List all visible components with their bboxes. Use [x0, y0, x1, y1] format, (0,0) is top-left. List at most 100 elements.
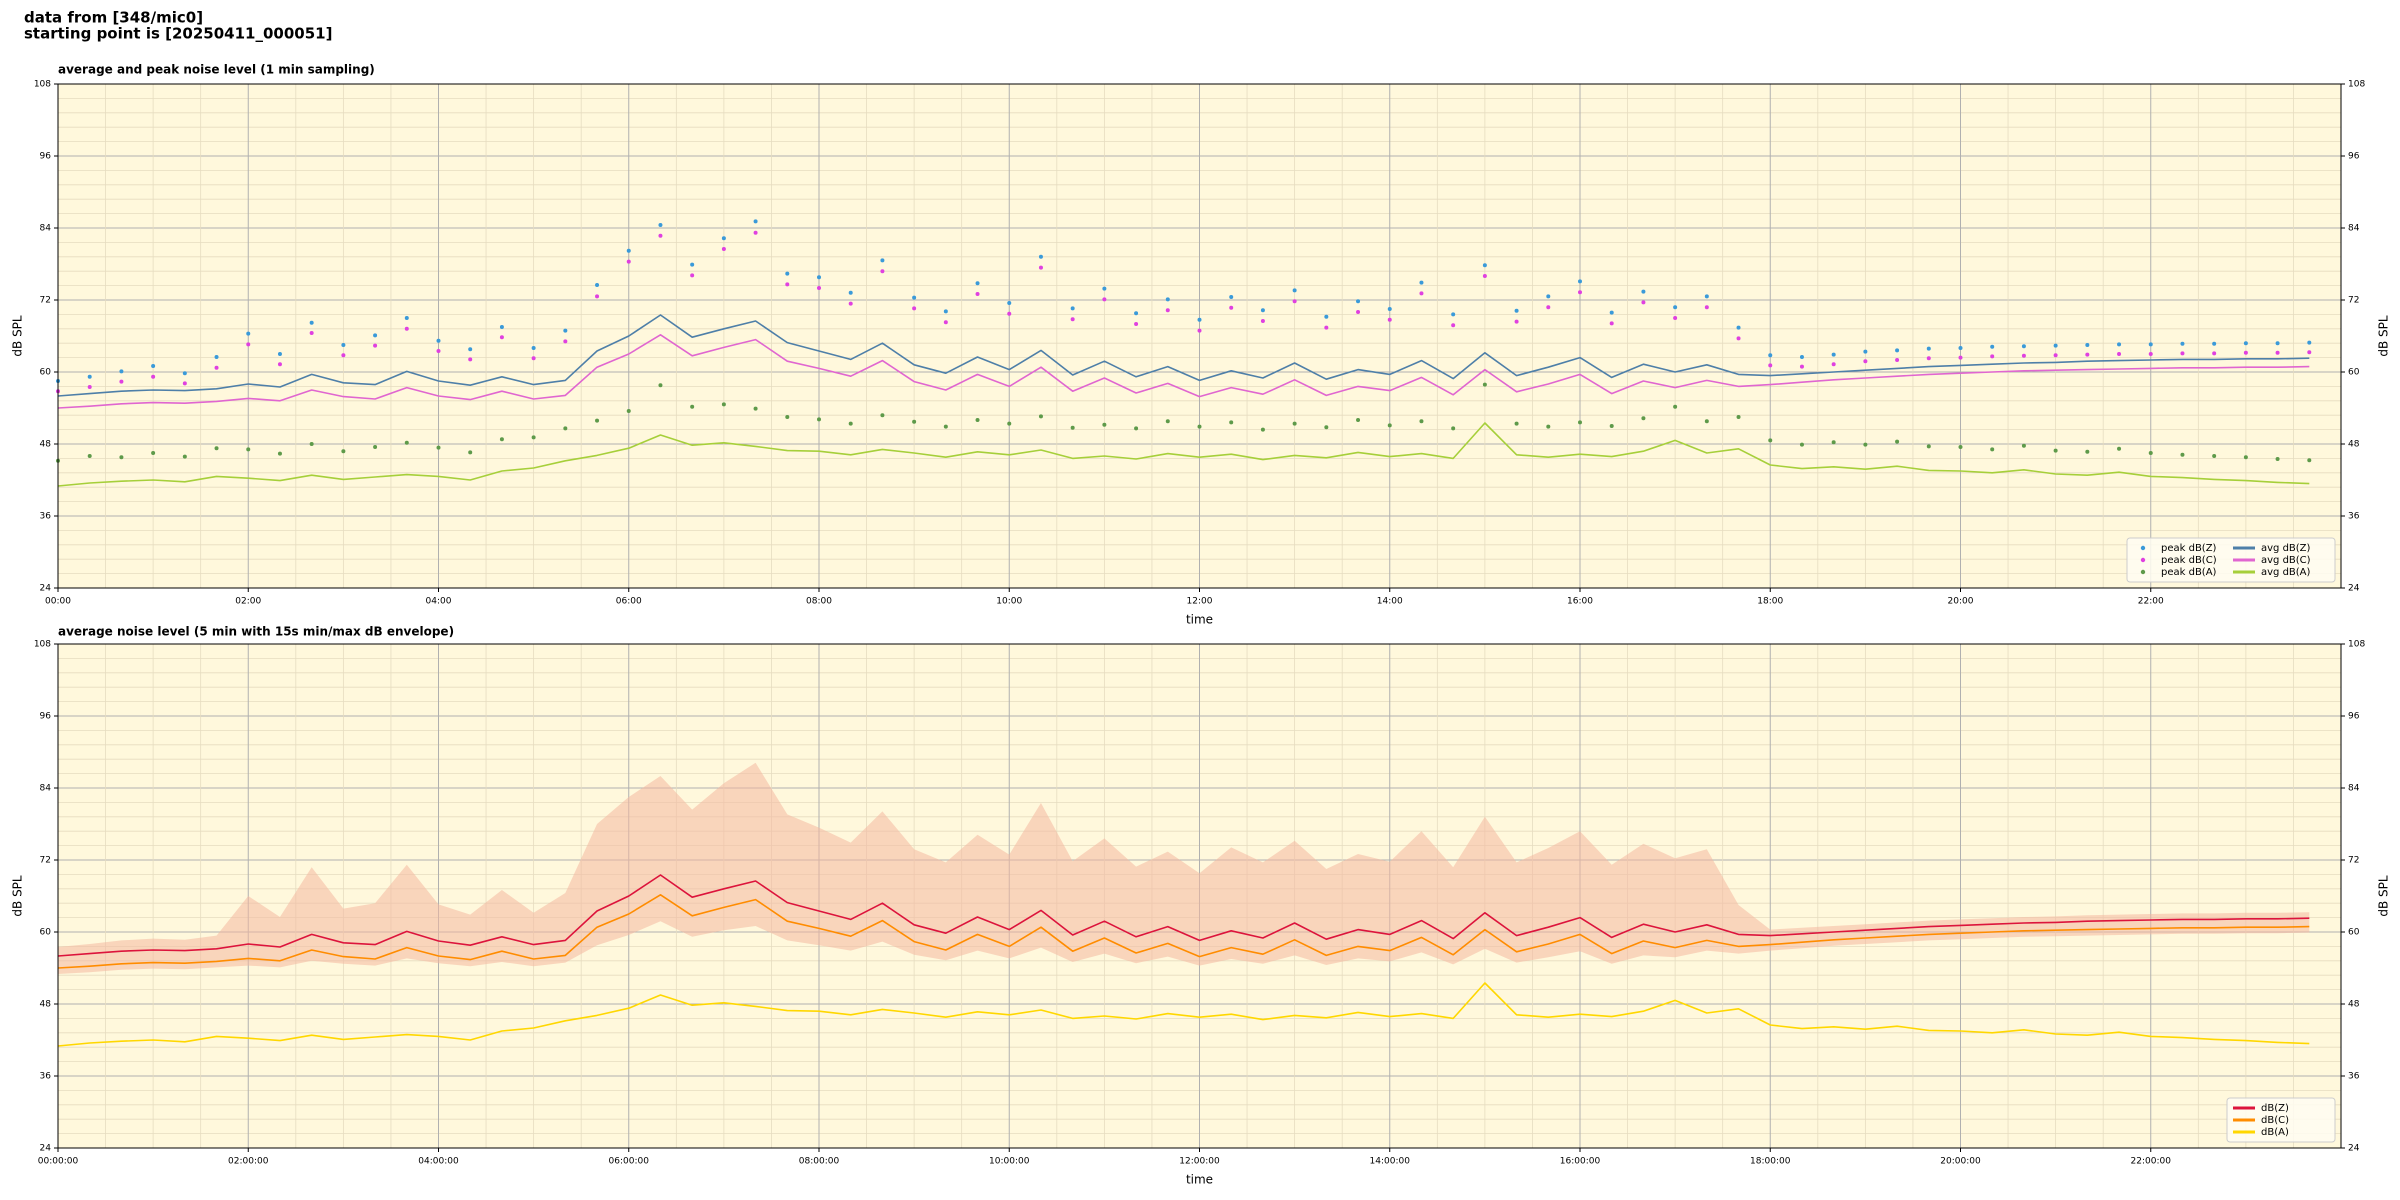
- peak-point: [1482, 274, 1487, 278]
- x-tick-label: 16:00:00: [1560, 1157, 1601, 1167]
- peak-point: [1926, 356, 1931, 361]
- peak-point: [1260, 427, 1265, 432]
- peak-point: [848, 301, 853, 306]
- y-tick-label: 108: [34, 80, 51, 90]
- y-tick-label: 60: [40, 368, 52, 378]
- peak-point: [817, 417, 821, 422]
- peak-point: [721, 247, 726, 251]
- peak-point: [1768, 363, 1773, 368]
- y2-axis-label: dB SPL: [2377, 315, 2391, 357]
- peak-point: [658, 383, 663, 388]
- peak-point: [848, 290, 853, 295]
- peak-point: [468, 357, 473, 362]
- legend-label: dB(A): [2261, 1127, 2289, 1138]
- peak-point: [214, 365, 219, 370]
- peak-point: [2243, 350, 2248, 355]
- peak-point: [1324, 325, 1329, 330]
- x-tick-label: 04:00:00: [418, 1157, 459, 1167]
- peak-point: [690, 404, 695, 409]
- peak-point: [277, 352, 282, 356]
- x-tick-label: 04:00: [426, 597, 452, 607]
- plot-frame: [57, 643, 2342, 1149]
- peak-point: [1197, 328, 1202, 333]
- peak-point: [1895, 348, 1900, 353]
- peak-point: [2212, 341, 2217, 346]
- peak-point: [1038, 254, 1043, 259]
- peak-point: [690, 273, 695, 278]
- legend-label: avg dB(Z): [2261, 543, 2311, 554]
- y-tick-label: 96: [40, 152, 52, 162]
- y2-tick-label: 60: [2348, 928, 2360, 938]
- peak-point: [1419, 291, 1424, 296]
- peak-point: [246, 342, 251, 347]
- x-tick-label: 00:00: [45, 597, 71, 607]
- peak-point: [2180, 452, 2185, 457]
- peak-point: [1070, 425, 1075, 430]
- legend-label: dB(C): [2261, 1115, 2289, 1126]
- peak-point: [1768, 438, 1773, 443]
- peak-point: [1229, 295, 1234, 299]
- peak-point: [2021, 353, 2026, 358]
- peak-point: [1958, 346, 1963, 350]
- y-tick-label: 84: [40, 224, 52, 234]
- y2-axis-label: dB SPL: [2377, 875, 2391, 917]
- peak-point: [1673, 316, 1678, 320]
- peak-point: [499, 335, 504, 340]
- peak-point: [2021, 443, 2026, 448]
- peak-point: [499, 437, 504, 442]
- envelope-area: [58, 762, 2310, 974]
- peak-point: [785, 282, 790, 287]
- legend: peak dB(Z)peak dB(C)peak dB(A)avg dB(Z)a…: [2126, 537, 2336, 583]
- y2-tick-label: 84: [2348, 784, 2360, 794]
- peak-point: [151, 364, 156, 368]
- y2-tick-label: 96: [2348, 712, 2360, 722]
- peak-point: [912, 306, 917, 311]
- x-tick-label: 20:00:00: [1940, 1157, 1981, 1167]
- x-tick-label: 00:00:00: [38, 1157, 79, 1167]
- peak-point: [1134, 311, 1139, 316]
- peak-point: [87, 385, 92, 389]
- y-tick-label: 96: [40, 712, 52, 722]
- peak-point: [341, 449, 346, 454]
- legend-marker: [2140, 569, 2146, 575]
- peak-point: [753, 230, 758, 235]
- peak-point: [1704, 305, 1709, 310]
- peak-point: [341, 343, 346, 347]
- legend-marker: [2140, 557, 2146, 563]
- y2-tick-label: 84: [2348, 224, 2360, 234]
- peak-point: [2275, 457, 2280, 461]
- peak-point: [1356, 310, 1361, 314]
- peak-point: [912, 295, 917, 300]
- legend-marker: [2140, 545, 2146, 551]
- peak-point: [1990, 447, 1995, 452]
- peak-point: [1799, 442, 1804, 447]
- peak-point: [182, 381, 187, 386]
- peak-point: [1451, 426, 1456, 431]
- y2-tick-label: 96: [2348, 152, 2360, 162]
- peak-point: [214, 355, 219, 359]
- legend-label: peak dB(C): [2161, 555, 2217, 566]
- y-tick-label: 48: [40, 440, 52, 450]
- peak-point: [1673, 305, 1678, 310]
- x-tick-label: 12:00:00: [1179, 1157, 1220, 1167]
- peak-point: [1990, 344, 1995, 349]
- peak-point: [817, 275, 821, 280]
- peak-point: [277, 451, 282, 456]
- x-tick-label: 20:00: [1948, 597, 1974, 607]
- legend: dB(Z)dB(C)dB(A): [2226, 1097, 2336, 1143]
- peak-point: [1736, 415, 1741, 419]
- y-tick-label: 48: [40, 1000, 52, 1010]
- peak-point: [277, 362, 282, 367]
- peak-point: [1641, 289, 1646, 294]
- peak-point: [2085, 352, 2090, 357]
- peak-point: [436, 338, 441, 343]
- peak-point: [531, 356, 536, 361]
- series-line: [57, 334, 2310, 409]
- peak-point: [1926, 444, 1931, 449]
- peak-point: [848, 421, 853, 426]
- peak-point: [880, 258, 885, 263]
- peak-point: [1292, 299, 1297, 304]
- legend-label: dB(Z): [2261, 1103, 2289, 1114]
- peak-point: [341, 353, 346, 358]
- peak-point: [119, 379, 124, 384]
